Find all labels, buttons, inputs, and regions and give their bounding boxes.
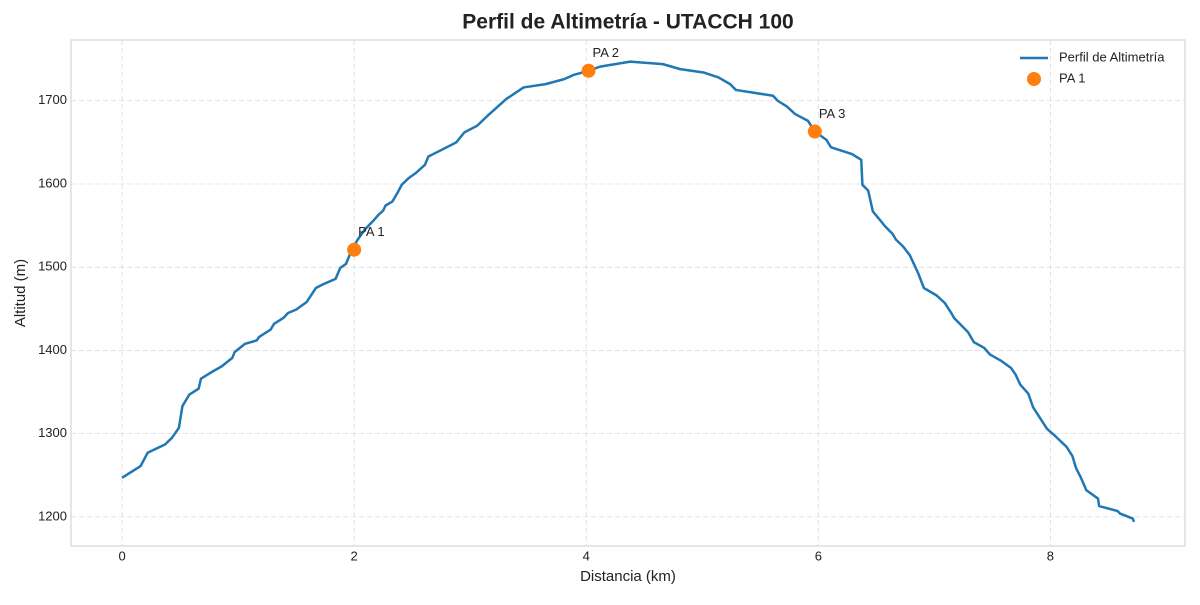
legend-label: Perfil de Altimetría [1059,49,1165,64]
y-tick-label: 1700 [38,92,67,107]
point-label: PA 2 [593,45,620,60]
y-tick-label: 1200 [38,508,67,523]
point-label: PA 3 [819,106,846,121]
legend-label: PA 1 [1059,70,1086,85]
point [347,242,362,257]
legend-swatch [1027,72,1041,86]
y-tick-label: 1300 [38,425,67,440]
x-tick-label: 4 [583,548,590,563]
x-tick-label: 0 [118,548,125,563]
point [581,63,596,78]
y-tick-label: 1600 [38,175,67,190]
chart-title: Perfil de Altimetría - UTACCH 100 [462,11,793,34]
x-axis-label: Distancia (km) [580,568,676,585]
x-tick-label: 2 [351,548,358,563]
point-label: PA 1 [358,224,385,239]
point [807,124,822,139]
y-tick-label: 1400 [38,342,67,357]
y-axis-label: Altitud (m) [12,259,29,327]
x-tick-label: 8 [1047,548,1054,563]
y-tick-label: 1500 [38,259,67,274]
plot-frame [70,39,1186,547]
line-series [121,60,1136,523]
x-tick-label: 6 [815,548,822,563]
